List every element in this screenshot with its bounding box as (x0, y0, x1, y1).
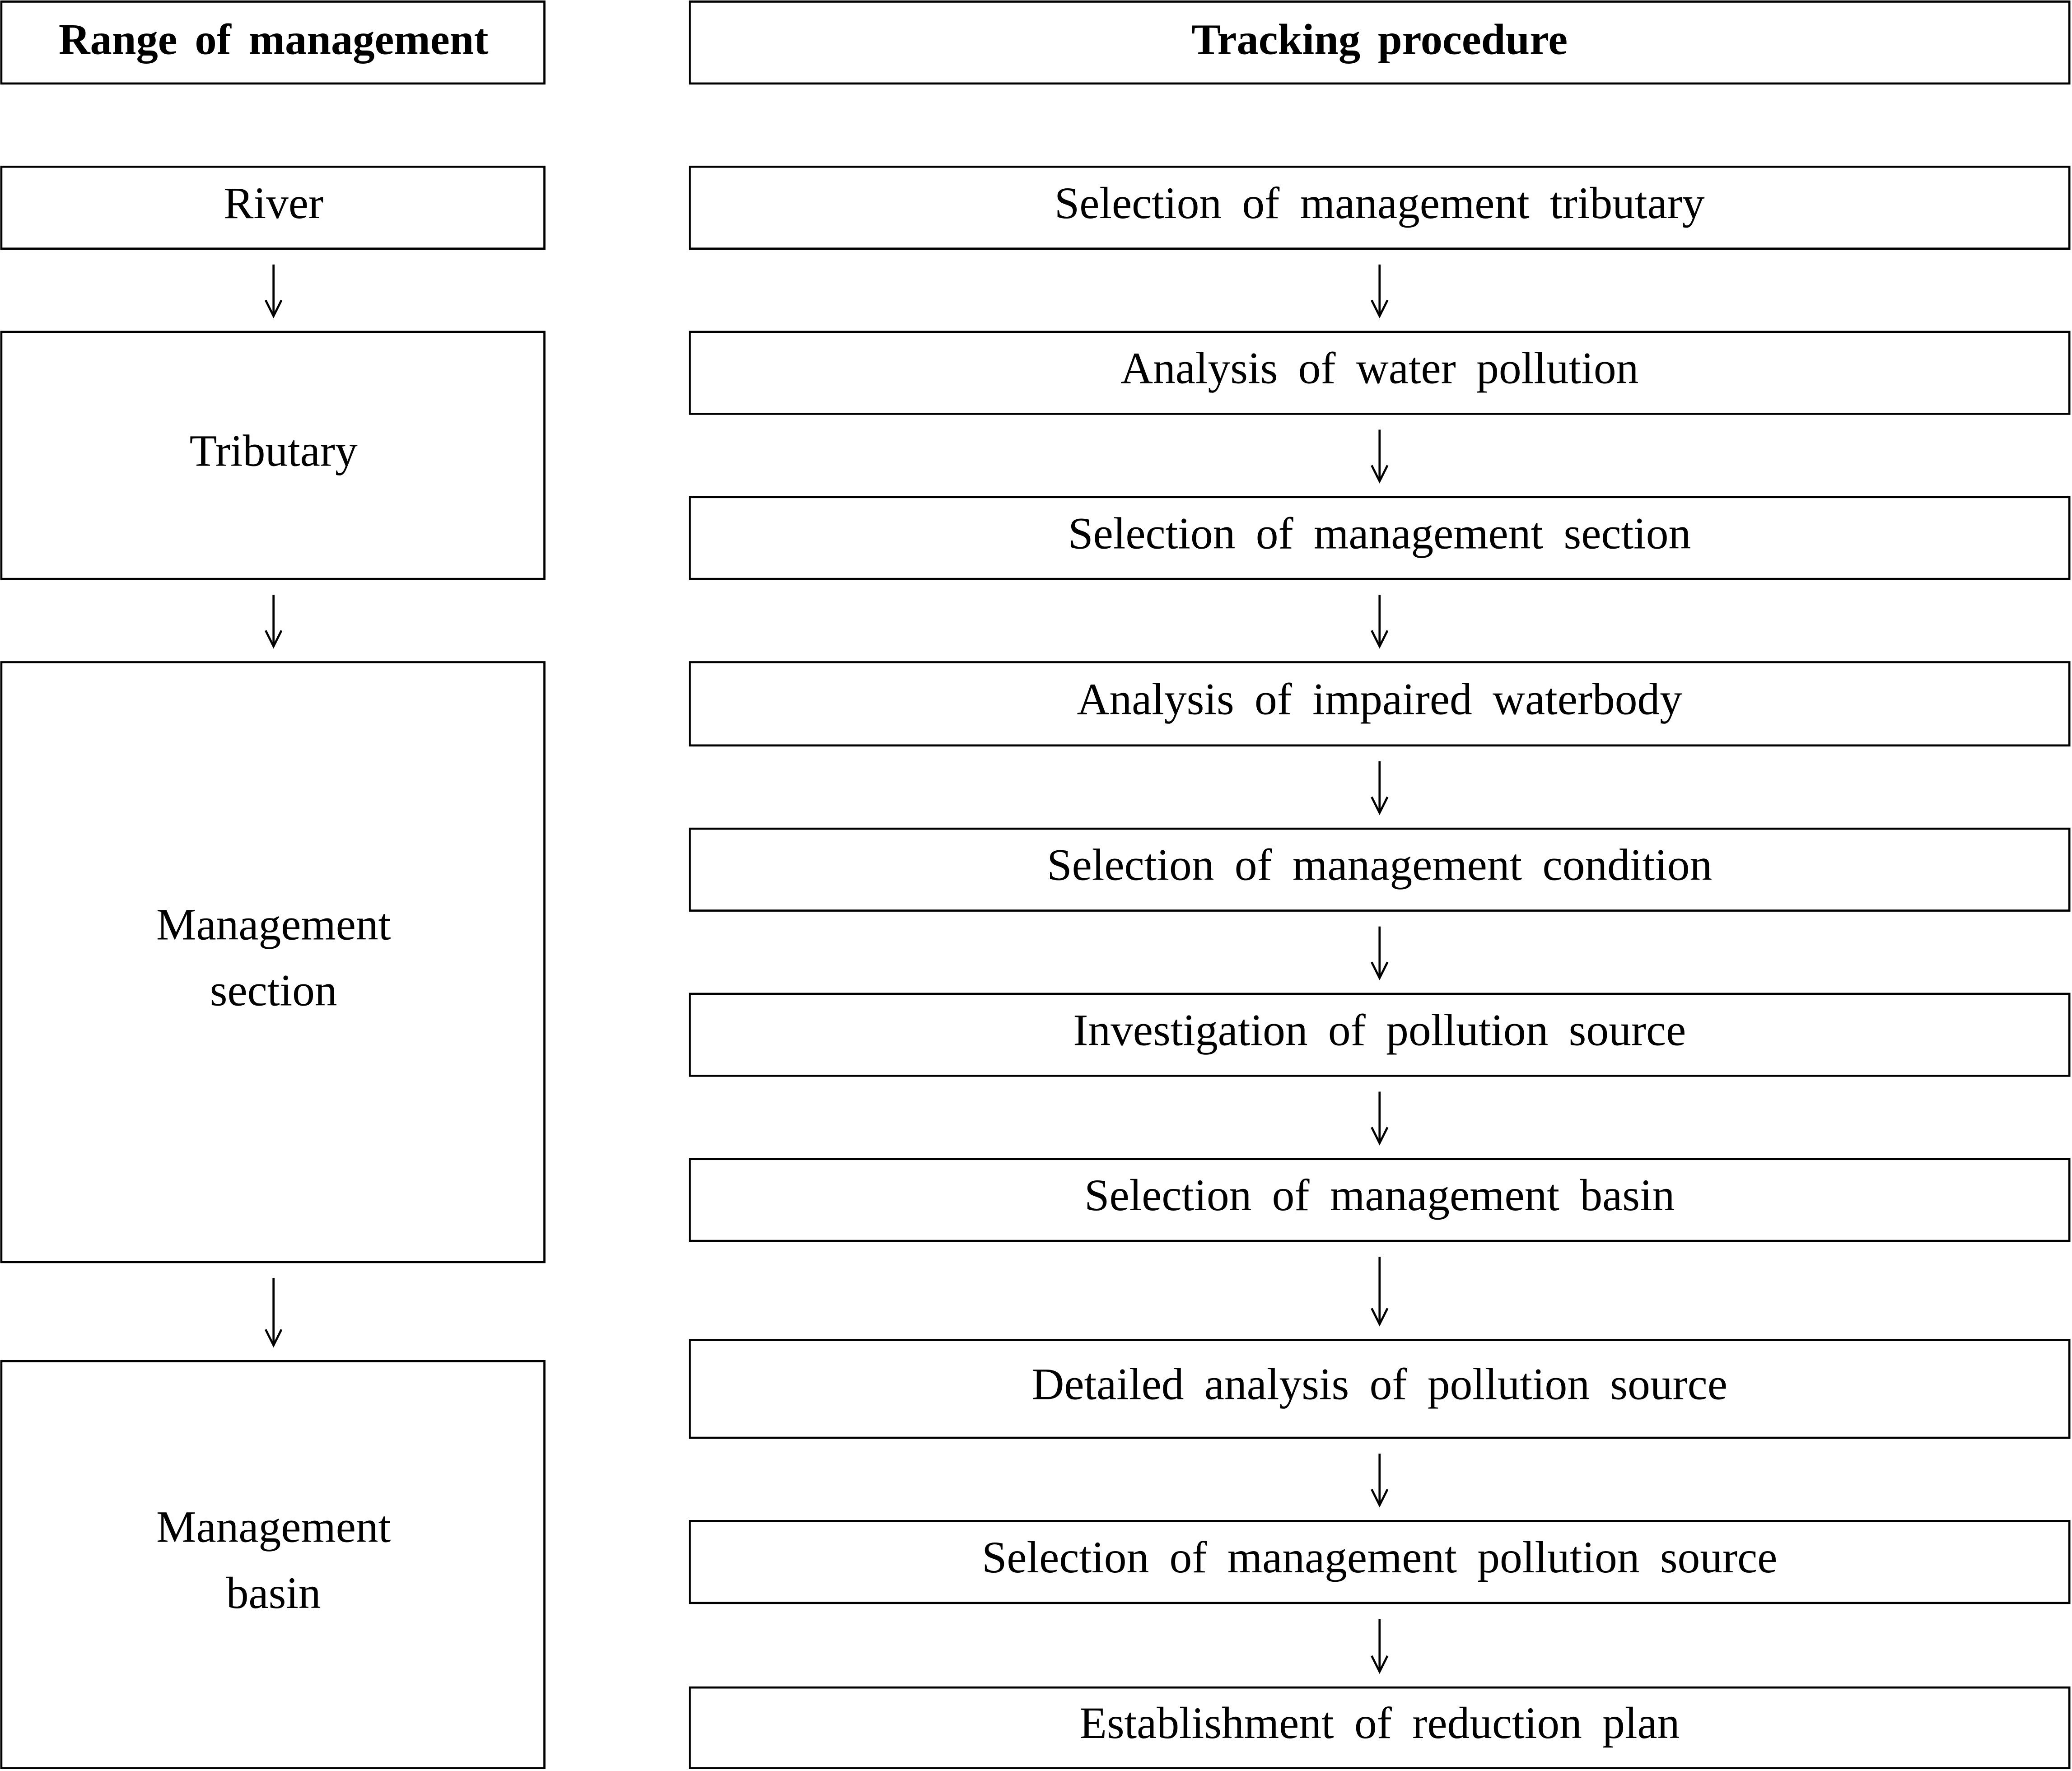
range-label: River (224, 178, 323, 228)
arrow-head (1371, 1655, 1389, 1674)
step-box (689, 1520, 2071, 1604)
header-box (0, 0, 546, 85)
step-label: Selection of management condition (1047, 840, 1712, 890)
header-left: Range of management (59, 15, 489, 63)
range-label: basin (226, 1568, 321, 1618)
step-label: Analysis of water pollution (1120, 343, 1638, 393)
range-box (0, 331, 546, 580)
step-box (689, 496, 2071, 580)
arrow-head (1371, 630, 1389, 649)
range-label: Management (156, 899, 391, 949)
range-label: Management (156, 1502, 391, 1552)
step-label: Selection of management section (1068, 508, 1691, 558)
range-label: Tributary (190, 425, 358, 475)
range-box (0, 1360, 546, 1769)
step-label: Selection of management tributary (1055, 178, 1705, 228)
arrow-head (1371, 1308, 1389, 1327)
step-box (689, 661, 2071, 747)
step-box (689, 165, 2071, 250)
step-box (689, 1686, 2071, 1769)
step-box (689, 1339, 2071, 1439)
step-box (689, 827, 2071, 912)
arrow-head (1371, 1127, 1389, 1146)
step-label: Establishment of reduction plan (1079, 1698, 1680, 1748)
range-label: section (210, 965, 337, 1016)
step-box (689, 1158, 2071, 1242)
step-box (689, 331, 2071, 415)
step-label: Analysis of impaired waterbody (1077, 674, 1683, 724)
arrow-head (265, 299, 283, 319)
step-label: Selection of management pollution source (982, 1532, 1777, 1582)
step-label: Investigation of pollution source (1073, 1005, 1686, 1055)
header-box (689, 0, 2071, 85)
step-label: Detailed analysis of pollution source (1032, 1359, 1727, 1409)
range-box (0, 661, 546, 1263)
range-box (0, 165, 546, 250)
arrow-head (1371, 961, 1389, 981)
header-right: Tracking procedure (1191, 15, 1568, 63)
arrow-head (1371, 1489, 1389, 1508)
arrow-head (265, 1329, 283, 1348)
arrow-head (1371, 796, 1389, 816)
arrow-head (1371, 465, 1389, 484)
arrow-head (1371, 299, 1389, 319)
step-label: Selection of management basin (1084, 1170, 1675, 1220)
arrow-head (265, 630, 283, 649)
step-box (689, 993, 2071, 1077)
